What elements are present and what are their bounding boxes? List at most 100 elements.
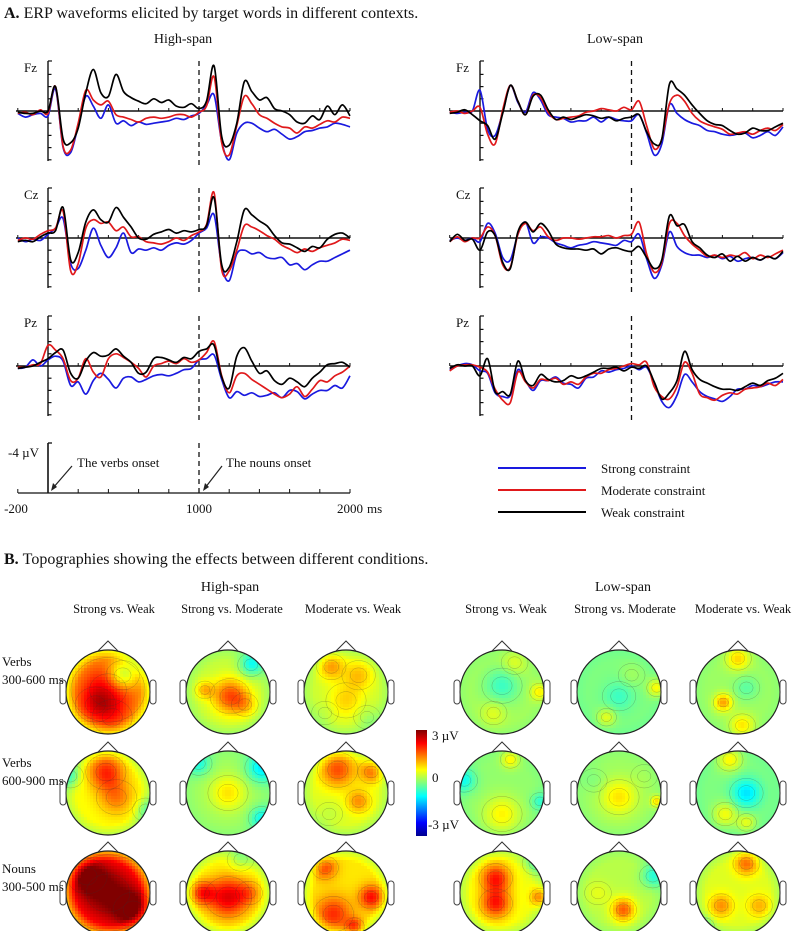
topo-cell	[370, 704, 374, 708]
topo-cell	[732, 716, 736, 720]
topo-cell	[138, 814, 142, 818]
topo-cell	[729, 662, 733, 666]
topo-cell	[114, 802, 118, 806]
topo-cell	[592, 704, 596, 708]
topo-cell	[622, 701, 626, 705]
topo-cell	[219, 689, 223, 693]
topo-cell	[744, 665, 748, 669]
topo-cell	[658, 686, 661, 690]
topo-cell	[753, 707, 757, 711]
topo-cell	[762, 671, 766, 675]
topo-cell	[613, 728, 617, 732]
topo-cell	[508, 656, 512, 660]
topo-cell	[105, 731, 109, 734]
topo-cell	[78, 695, 82, 699]
topo-cell	[370, 692, 374, 696]
topo-cell	[478, 704, 482, 708]
topo-cell	[753, 668, 757, 672]
topo-cell	[114, 731, 118, 734]
topo-cell	[535, 710, 539, 714]
topo-cell	[69, 790, 73, 794]
topo-cell	[732, 677, 736, 681]
topo-cell	[577, 683, 581, 687]
topo-cell	[123, 713, 127, 717]
topo-cell	[138, 817, 142, 821]
topo-cell	[102, 757, 106, 761]
row-label-line2: 600-900 ms	[2, 773, 64, 788]
topo-cell	[382, 677, 386, 681]
topo-cell	[741, 683, 745, 687]
topo-cell	[219, 695, 223, 699]
topo-cell	[204, 698, 208, 702]
topo-cell	[514, 680, 518, 684]
topo-cell	[252, 668, 256, 672]
topo-cell	[261, 704, 265, 708]
topo-cell	[478, 683, 482, 687]
topo-cell	[255, 662, 259, 666]
topo-cell	[258, 695, 262, 699]
topo-cell	[213, 668, 217, 672]
topo-cell	[349, 683, 353, 687]
topo-cell	[637, 692, 641, 696]
topo-cell	[649, 704, 653, 708]
topo-cell	[129, 802, 133, 806]
topo-cell	[514, 719, 518, 723]
topo-cell	[759, 725, 763, 729]
topo-cell	[619, 677, 623, 681]
topo-cell	[105, 826, 109, 830]
topo-cell	[102, 796, 106, 800]
topo-cell	[505, 662, 509, 666]
topo-cell	[502, 698, 506, 702]
topo-cell	[520, 692, 524, 696]
topo-cell	[147, 695, 150, 699]
topo-cell	[120, 769, 124, 773]
topo-cell	[243, 719, 247, 723]
topo-cell	[72, 790, 76, 794]
topo-cell	[529, 719, 533, 723]
topo-contour	[316, 653, 347, 680]
topo-cell	[352, 659, 356, 663]
topo-cell	[619, 653, 623, 657]
topo-cell	[580, 689, 584, 693]
topo-cell	[243, 713, 247, 717]
topo-cell	[261, 698, 265, 702]
topo-cell	[228, 659, 232, 663]
topo-cell	[237, 689, 241, 693]
topo-cell	[622, 686, 626, 690]
topo-cell	[592, 662, 596, 666]
topo-cell	[732, 710, 736, 714]
topo-cell	[607, 725, 611, 729]
topo-cell	[649, 680, 653, 684]
topo-cell	[616, 680, 620, 684]
topo-cell	[637, 662, 641, 666]
topo-cell	[207, 698, 211, 702]
topo-cell	[502, 683, 506, 687]
topo-cell	[240, 725, 244, 729]
topo-cell	[490, 707, 494, 711]
topo-cell	[373, 689, 377, 693]
topo-cell	[580, 692, 584, 696]
topo-cell	[619, 680, 623, 684]
topo-cell	[711, 695, 715, 699]
topo-cell	[511, 692, 515, 696]
topo-cell	[592, 671, 596, 675]
topo-cell	[117, 799, 121, 803]
topo-cell	[726, 722, 730, 726]
topo-cell	[132, 683, 136, 687]
topo-cell	[631, 698, 635, 702]
topo-cell	[595, 656, 599, 660]
topo-cell	[90, 823, 94, 827]
topo-cell	[717, 704, 721, 708]
topo-cell	[496, 728, 500, 732]
topo-cell	[616, 692, 620, 696]
topo-cell	[343, 716, 347, 720]
topo-cell	[138, 799, 142, 803]
topo-cell	[520, 683, 524, 687]
topo-cell	[508, 716, 512, 720]
topo-cell	[517, 716, 521, 720]
topo-cell	[117, 671, 121, 675]
topo-cell	[346, 650, 350, 654]
topo-cell	[102, 725, 106, 729]
topo-cell	[87, 769, 91, 773]
topo-cell	[526, 713, 530, 717]
